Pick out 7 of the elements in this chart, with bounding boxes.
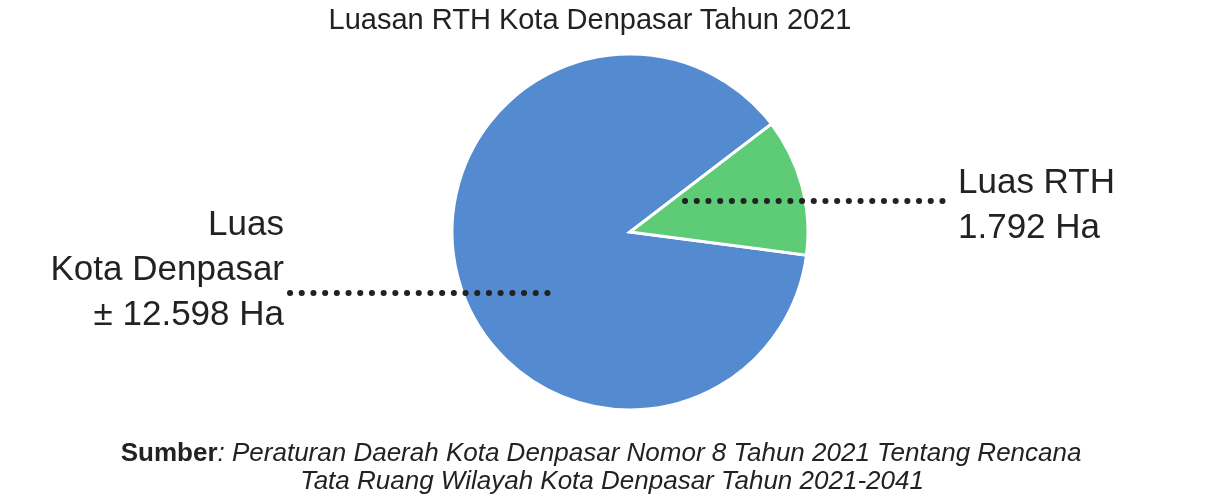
slice-label: Luas RTH xyxy=(958,161,1115,200)
pie-slice xyxy=(450,52,808,412)
slice-label: Luas Kota Denpasar xyxy=(50,203,285,287)
chart-title: Luasan RTH Kota Denpasar Tahun 2021 xyxy=(328,3,852,35)
data-label: ± 12.598 Ha xyxy=(93,293,285,332)
data-label: 1.792 Ha xyxy=(958,206,1101,245)
text: Sumber: Peraturan Daerah Kota Denpasar Nomor 8 Tahun 2021 Tentang Rencana Tata Ruang Wilayah Kota Denpasar Tahun 2021-2041 xyxy=(120,437,1082,495)
